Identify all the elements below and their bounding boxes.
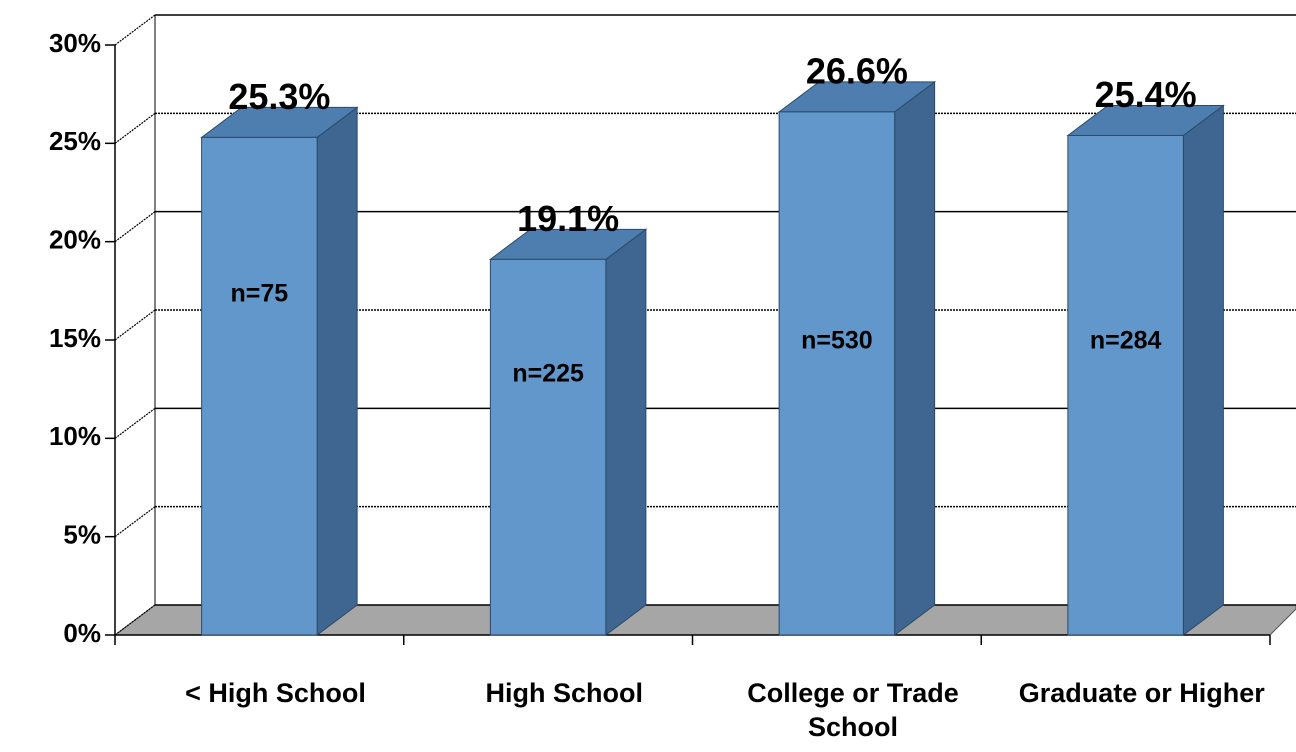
x-tick-label: High School bbox=[485, 678, 644, 708]
grid-line-side bbox=[114, 309, 156, 341]
bar bbox=[1067, 134, 1184, 636]
y-tick-label: 10% bbox=[49, 421, 101, 451]
bar-side bbox=[1182, 104, 1224, 636]
y-tick-label: 20% bbox=[49, 225, 101, 255]
value-label: 25.3% bbox=[228, 76, 330, 117]
bar-side bbox=[605, 228, 647, 636]
grid-line-side bbox=[114, 506, 156, 538]
x-tick-label: Graduate or Higher bbox=[1018, 678, 1265, 708]
grid-line-side bbox=[114, 14, 156, 46]
y-tick-label: 15% bbox=[49, 323, 101, 353]
grid-line-side bbox=[114, 211, 156, 243]
bar-side bbox=[316, 106, 358, 636]
grid-line-side bbox=[114, 604, 156, 636]
bar bbox=[201, 136, 318, 636]
y-tick-label: 0% bbox=[63, 618, 101, 648]
y-tick-label: 5% bbox=[63, 520, 101, 550]
bar-annotation: n=284 bbox=[1090, 327, 1162, 355]
bar-side bbox=[894, 80, 936, 636]
grid-line-side bbox=[114, 112, 156, 144]
value-label: 25.4% bbox=[1095, 74, 1197, 115]
bar-annotation: n=225 bbox=[512, 360, 584, 388]
grid-line-side bbox=[114, 407, 156, 439]
bar-annotation: n=530 bbox=[801, 327, 873, 355]
x-tick-label: < High School bbox=[185, 678, 366, 708]
y-tick-label: 30% bbox=[49, 28, 101, 58]
bar bbox=[489, 258, 607, 636]
y-tick-label: 25% bbox=[49, 126, 101, 156]
value-label: 26.6% bbox=[806, 50, 908, 91]
value-label: 19.1% bbox=[517, 198, 619, 239]
x-tick-label: College or Trade School bbox=[747, 678, 959, 742]
bar bbox=[778, 111, 896, 636]
bar-annotation: n=75 bbox=[231, 280, 289, 308]
